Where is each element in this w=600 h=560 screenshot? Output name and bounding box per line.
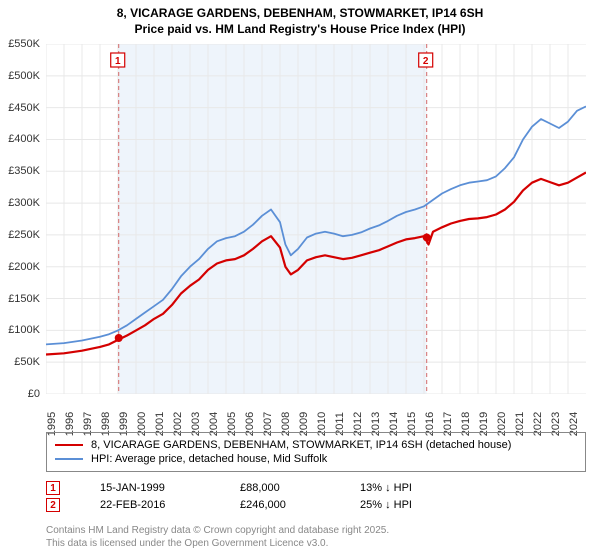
y-axis-labels: £0£50K£100K£150K£200K£250K£300K£350K£400… [0,44,44,394]
y-tick-label: £150K [8,293,40,305]
y-tick-label: £300K [8,197,40,209]
y-tick-label: £0 [28,388,40,400]
y-tick-label: £400K [8,133,40,145]
footer-line2: This data is licensed under the Open Gov… [46,537,389,550]
legend-swatch [55,444,83,446]
y-tick-label: £50K [14,356,40,368]
y-tick-label: £500K [8,70,40,82]
plot-area: 12 [46,44,586,394]
svg-text:1: 1 [115,56,121,67]
legend-item: HPI: Average price, detached house, Mid … [55,453,577,465]
footer-attribution: Contains HM Land Registry data © Crown c… [46,524,389,550]
chart-title-line1: 8, VICARAGE GARDENS, DEBENHAM, STOWMARKE… [0,0,600,22]
sale-date: 15-JAN-1999 [100,482,200,494]
footer-line1: Contains HM Land Registry data © Crown c… [46,524,389,537]
y-tick-label: £100K [8,324,40,336]
sales-table: 1 15-JAN-1999 £88,000 13% ↓ HPI 2 22-FEB-2016… [46,478,586,515]
chart-title-line2: Price paid vs. HM Land Registry's House … [0,22,600,36]
y-tick-label: £450K [8,102,40,114]
chart-svg: 12 [46,44,586,394]
sale-diff: 25% ↓ HPI [360,499,460,511]
sale-diff: 13% ↓ HPI [360,482,460,494]
sale-date: 22-FEB-2016 [100,499,200,511]
sale-price: £88,000 [240,482,320,494]
legend-label: 8, VICARAGE GARDENS, DEBENHAM, STOWMARKE… [91,439,511,451]
sale-marker-icon: 1 [46,481,60,495]
y-tick-label: £550K [8,38,40,50]
y-tick-label: £350K [8,165,40,177]
y-tick-label: £200K [8,261,40,273]
legend-label: HPI: Average price, detached house, Mid … [91,453,327,465]
legend-item: 8, VICARAGE GARDENS, DEBENHAM, STOWMARKE… [55,439,577,451]
chart-container: 8, VICARAGE GARDENS, DEBENHAM, STOWMARKE… [0,0,600,560]
x-axis-labels: 1995199619971998199920002001200220032004… [46,398,586,428]
legend-box: 8, VICARAGE GARDENS, DEBENHAM, STOWMARKE… [46,432,586,472]
y-tick-label: £250K [8,229,40,241]
legend-swatch [55,458,83,460]
sale-row: 1 15-JAN-1999 £88,000 13% ↓ HPI [46,481,586,495]
sale-row: 2 22-FEB-2016 £246,000 25% ↓ HPI [46,498,586,512]
sale-price: £246,000 [240,499,320,511]
svg-text:2: 2 [423,56,429,67]
sale-marker-icon: 2 [46,498,60,512]
